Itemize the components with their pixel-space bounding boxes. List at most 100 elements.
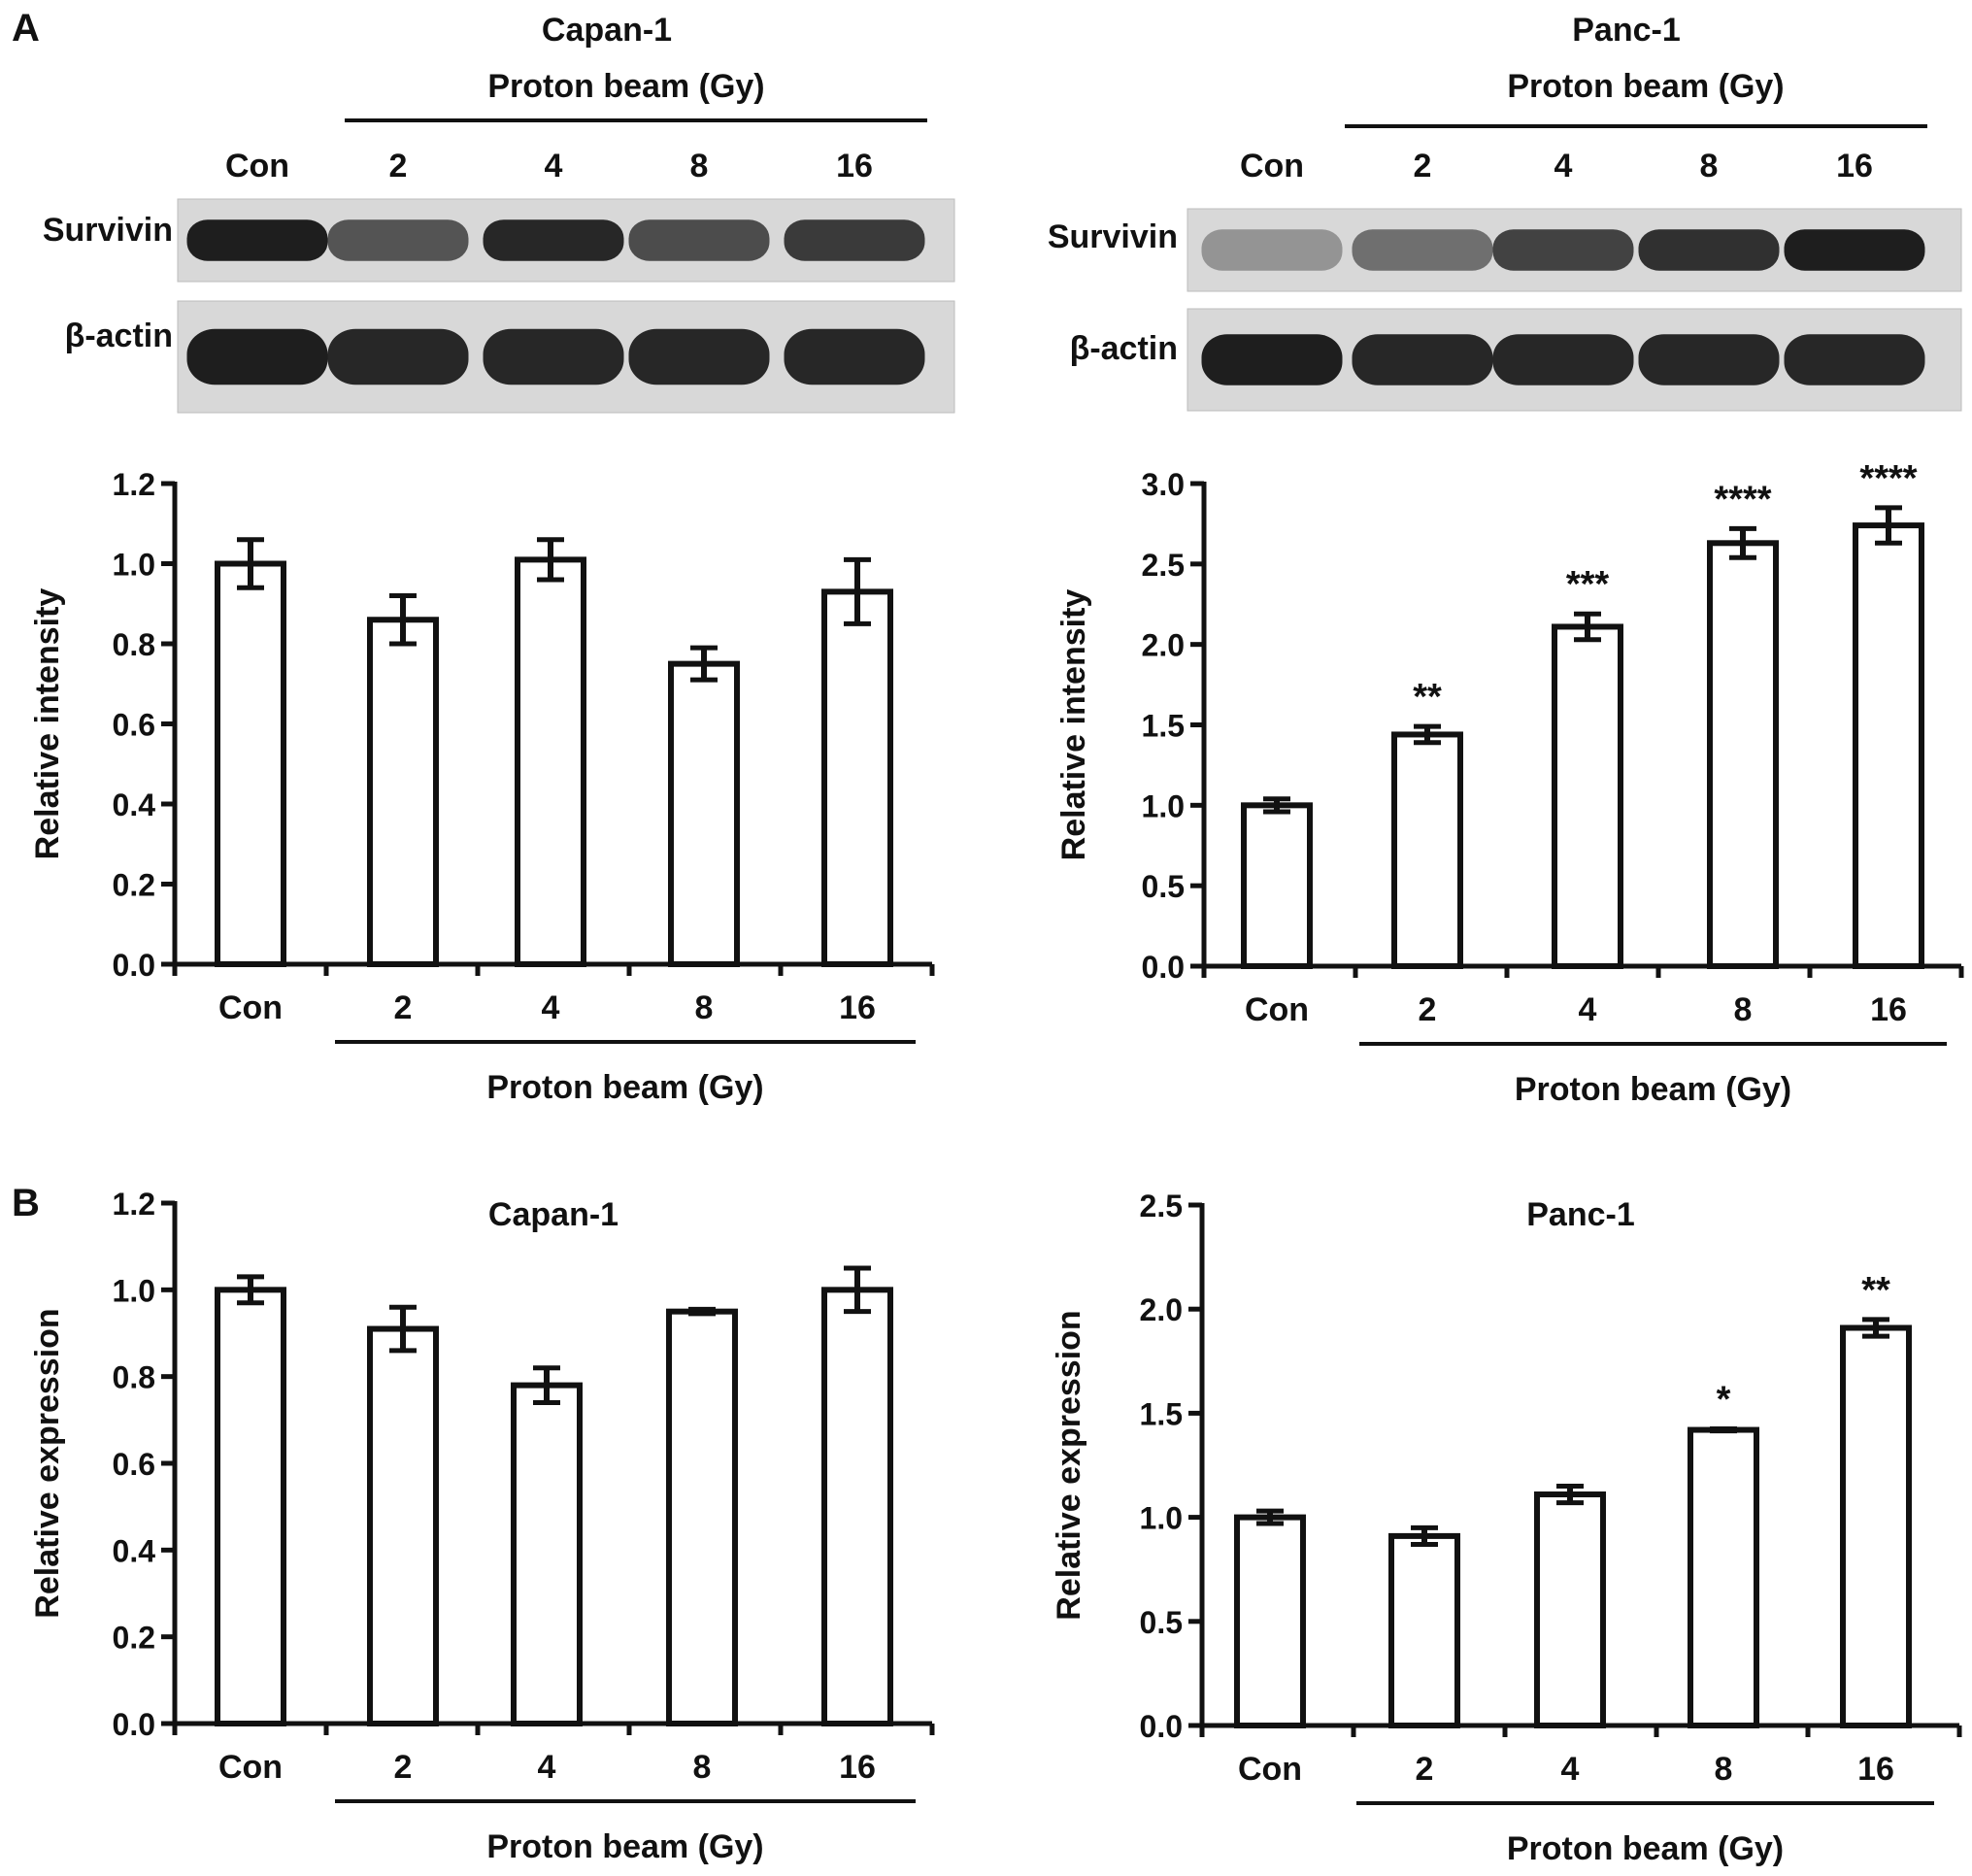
blot-band (1492, 229, 1634, 271)
y-tick-label: 2.5 (1140, 1189, 1183, 1223)
y-tick-label: 0.2 (113, 1621, 155, 1656)
x-tick-label: 8 (1734, 991, 1753, 1028)
bar (1391, 731, 1463, 969)
bar (511, 1382, 583, 1726)
x-tick-label: 8 (1715, 1751, 1733, 1788)
y-tick-label: 0.8 (113, 1360, 155, 1395)
blot-lane-label: 16 (1836, 148, 1873, 184)
x-tick-label: Con (218, 989, 283, 1026)
x-tick-label: 8 (693, 1749, 712, 1786)
x-tick-label: 4 (542, 989, 560, 1026)
y-tick-label: 0.5 (1140, 1605, 1183, 1640)
y-tick-label: 0.5 (1142, 869, 1185, 904)
y-tick-label: 0.4 (113, 1533, 156, 1568)
blot-lane-label: Con (1240, 148, 1304, 184)
blot-lane-label: 2 (389, 148, 408, 184)
x-tick-label: Con (1238, 1751, 1302, 1788)
bar (1241, 802, 1313, 969)
y-tick-label: 1.0 (1142, 788, 1185, 823)
y-tick-label: 1.5 (1140, 1396, 1183, 1431)
blot-band (628, 219, 770, 261)
significance-label: ** (1413, 677, 1442, 718)
bar (1840, 1324, 1912, 1728)
bar (666, 1308, 738, 1726)
significance-label: *** (1566, 564, 1610, 605)
blot-lane-label: Con (225, 148, 289, 184)
blot-band (483, 328, 624, 385)
blot-band (1784, 229, 1925, 271)
y-tick-label: 0.6 (113, 708, 155, 743)
blot-dose-label: Proton beam (Gy) (487, 68, 764, 105)
y-tick-label: 0.4 (113, 787, 156, 822)
y-tick-label: 0.0 (1140, 1709, 1183, 1744)
capan-expression-chart: Capan-1 0.0 0.2 0.4 0.6 0.8 1.0 1.2 Relative exp… (29, 1187, 935, 1865)
y-tick-label: 1.5 (1142, 709, 1185, 744)
blot-band (1638, 229, 1780, 271)
y-tick-label: 1.0 (113, 548, 155, 583)
blot-band (1352, 334, 1493, 385)
bar (821, 588, 893, 967)
y-tick-label: 1.2 (113, 467, 155, 502)
x-tick-label: 16 (1857, 1751, 1894, 1788)
panc-expression-chart: Panc-1 0.0 0.5 1.0 1.5 2.0 2.5 Relative express… (1051, 1189, 1962, 1867)
x-tick-label: 16 (1870, 991, 1907, 1028)
y-axis-label: Relative intensity (29, 588, 66, 860)
bar (1853, 522, 1924, 969)
blot-dose-label: Proton beam (Gy) (1507, 68, 1784, 105)
x-axis-label: Proton beam (Gy) (486, 1828, 763, 1865)
blot-band (483, 219, 624, 261)
bar (215, 560, 286, 967)
blot-band (784, 219, 925, 261)
x-tick-label: 4 (538, 1749, 556, 1786)
blot-lane-label: 8 (1700, 148, 1719, 184)
panc-western-blot: Panc-1 Proton beam (Gy) Con 2 4 8 16 Survivin β-… (1048, 12, 1962, 412)
capan-western-blot: Capan-1 Proton beam (Gy) Con 2 4 8 16 Survivin β… (43, 12, 955, 414)
y-tick-label: 1.0 (113, 1273, 155, 1308)
bar (1552, 623, 1623, 970)
x-tick-label: 8 (695, 989, 714, 1026)
blot-lane-label: 4 (545, 148, 563, 184)
blot-row-label: β-actin (65, 318, 173, 354)
y-tick-label: 0.0 (113, 1707, 155, 1742)
x-axis-label: Proton beam (Gy) (1515, 1071, 1791, 1108)
blot-lane-label: 8 (690, 148, 709, 184)
bar (668, 660, 740, 967)
x-tick-label: 2 (394, 989, 413, 1026)
blot-band (1201, 229, 1343, 271)
x-axis-label: Proton beam (Gy) (1507, 1830, 1784, 1867)
blot-band (327, 328, 469, 385)
bar (1707, 540, 1779, 970)
x-tick-label: 4 (1579, 991, 1597, 1028)
y-tick-label: 0.8 (113, 627, 155, 662)
significance-label: **** (1714, 479, 1771, 519)
bar (1388, 1532, 1460, 1728)
x-tick-label: Con (1245, 991, 1309, 1028)
blot-band (1492, 334, 1634, 385)
significance-label: ** (1861, 1270, 1890, 1311)
blot-title: Panc-1 (1572, 12, 1681, 49)
x-tick-label: Con (218, 1749, 283, 1786)
bar (1534, 1491, 1606, 1728)
significance-label: * (1717, 1379, 1731, 1420)
x-axis-label: Proton beam (Gy) (486, 1069, 763, 1106)
y-axis-label: Relative intensity (1055, 589, 1092, 861)
capan-intensity-chart: 0.0 0.2 0.4 0.6 0.8 1.0 1.2 Relative intensity C… (29, 467, 935, 1106)
y-axis-label: Relative expression (1051, 1310, 1087, 1620)
panc-intensity-chart: 0.0 0.5 1.0 1.5 2.0 2.5 3.0 Relative intensity C… (1055, 458, 1964, 1108)
blot-band (186, 328, 328, 385)
blot-row-label: Survivin (1048, 218, 1178, 255)
panel-label-a: A (12, 7, 40, 50)
y-tick-label: 1.0 (1140, 1501, 1183, 1536)
blot-lane-label: 4 (1554, 148, 1573, 184)
blot-band (628, 328, 770, 385)
bar (367, 1325, 439, 1726)
y-tick-label: 3.0 (1142, 467, 1185, 502)
y-tick-label: 0.6 (113, 1447, 155, 1482)
y-tick-label: 1.2 (113, 1187, 155, 1222)
blot-band (1201, 334, 1343, 385)
x-tick-label: 16 (839, 1749, 876, 1786)
y-tick-label: 0.0 (113, 948, 155, 983)
chart-title: Panc-1 (1526, 1196, 1635, 1233)
bar (821, 1287, 893, 1727)
